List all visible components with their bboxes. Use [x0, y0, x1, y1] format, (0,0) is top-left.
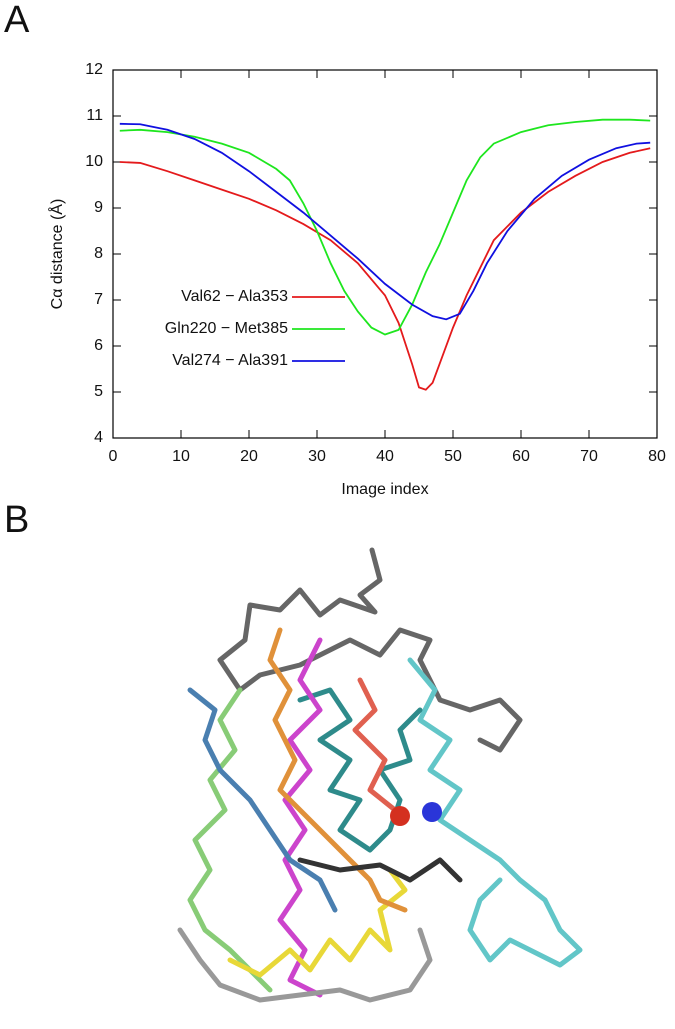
y-tick-label: 4	[94, 429, 103, 446]
y-tick-label: 10	[85, 153, 103, 170]
plot-frame	[112, 69, 658, 439]
y-tick-label: 6	[94, 337, 103, 354]
x-tick-label: 30	[308, 448, 326, 465]
y-axis-label: Cα distance (Å)	[47, 199, 66, 310]
y-tick-label: 12	[85, 61, 103, 78]
x-tick-label: 0	[109, 448, 118, 465]
x-tick-label: 60	[512, 448, 530, 465]
y-tick-label: 5	[94, 383, 103, 400]
series-line	[119, 147, 651, 391]
x-tick-label: 70	[580, 448, 598, 465]
x-axis-label: Image index	[341, 481, 428, 498]
legend-label: Val62 − Ala353	[181, 288, 288, 305]
legend-label: Gln220 − Met385	[165, 320, 288, 337]
y-tick-label: 11	[86, 107, 103, 124]
x-tick-label: 10	[172, 448, 190, 465]
structure-image	[177, 547, 583, 1003]
y-tick-label: 8	[94, 245, 103, 262]
x-tick-label: 20	[240, 448, 258, 465]
legend-label: Val274 − Ala391	[172, 352, 288, 369]
series-line	[119, 118, 651, 336]
series-line	[119, 122, 651, 321]
x-tick-label: 40	[376, 448, 394, 465]
panel-label: A	[4, 0, 30, 41]
y-tick-label: 7	[94, 291, 103, 308]
x-tick-label: 80	[648, 448, 666, 465]
y-tick-label: 9	[94, 199, 103, 216]
x-tick-label: 50	[444, 448, 462, 465]
panel-label: B	[4, 499, 29, 541]
